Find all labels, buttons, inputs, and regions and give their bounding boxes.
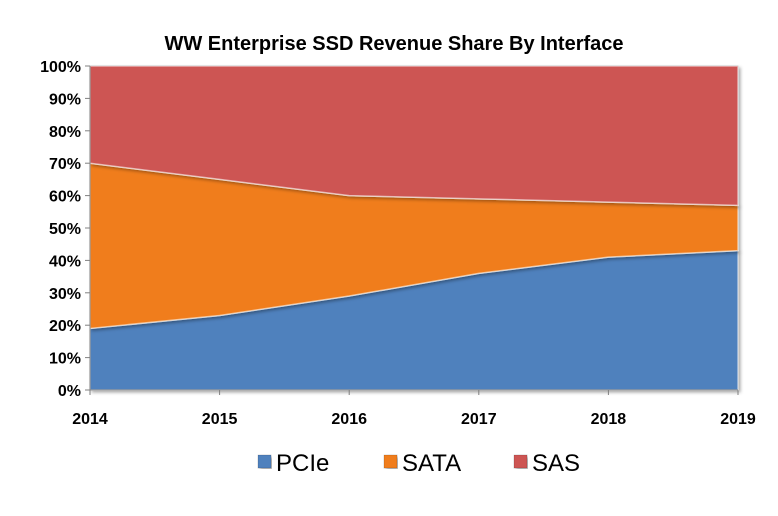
legend-swatch — [513, 454, 528, 469]
y-axis: 0% 10% 20% 30% 40% 50% 60% 70% 80% 90% 100% — [40, 59, 91, 400]
chart-title: WW Enterprise SSD Revenue Share By Inter… — [164, 33, 623, 55]
legend-swatch — [257, 454, 272, 469]
y-tick-label: 90% — [49, 91, 81, 108]
area-sas — [89, 65, 739, 207]
x-tick-label: 2014 — [72, 411, 108, 428]
legend-item-sata: SATA — [383, 450, 461, 477]
y-tick-label: 80% — [49, 124, 81, 141]
legend-item-pcie: PCIe — [257, 450, 329, 477]
y-tick-label: 70% — [49, 156, 81, 173]
x-tick-label: 2019 — [720, 411, 756, 428]
legend-swatch — [383, 454, 398, 469]
y-tick-label: 40% — [49, 253, 81, 270]
x-tick-label: 2018 — [591, 411, 627, 428]
legend-label: SAS — [532, 450, 580, 477]
legend-label: PCIe — [276, 450, 329, 477]
y-tick-label: 100% — [40, 59, 81, 76]
area-series — [89, 65, 739, 391]
x-axis: 2014 2015 2016 2017 2018 2019 — [72, 389, 756, 428]
x-tick-label: 2015 — [202, 411, 238, 428]
y-tick-label: 60% — [49, 189, 81, 206]
y-tick-label: 0% — [58, 383, 81, 400]
legend-label: SATA — [402, 450, 461, 477]
y-tick-label: 10% — [49, 351, 81, 368]
y-tick-label: 30% — [49, 286, 81, 303]
legend: PCIe SATA SAS — [257, 450, 580, 477]
y-tick-label: 20% — [49, 318, 81, 335]
legend-item-sas: SAS — [513, 450, 580, 477]
y-tick-label: 50% — [49, 221, 81, 238]
x-tick-label: 2016 — [331, 411, 367, 428]
x-tick-label: 2017 — [461, 411, 497, 428]
